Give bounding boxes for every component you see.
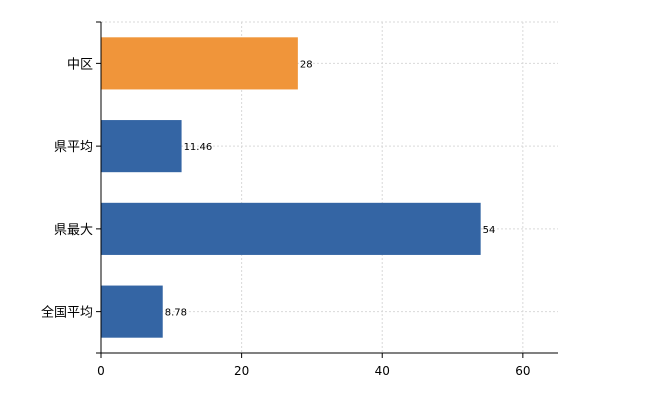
category-label-2: 県最大 [54,223,93,238]
x-tick-label-60: 60 [515,364,530,378]
x-tick-label-0: 0 [97,364,105,378]
data-label-3: 8.78 [165,308,187,319]
data-label-0: 28 [300,59,313,70]
category-label-1: 県平均 [54,140,93,155]
bar-0 [101,37,298,90]
bar-1 [101,120,182,173]
data-label-1: 11.46 [184,142,213,153]
bars [101,37,481,338]
category-label-0: 中区 [67,57,93,72]
bar-2 [101,202,481,255]
axes [96,21,558,358]
data-label-2: 54 [483,225,496,236]
category-label-3: 全国平均 [41,305,93,321]
bar-3 [101,285,163,338]
x-tick-label-20: 20 [234,364,249,378]
x-tick-label-40: 40 [375,364,390,378]
